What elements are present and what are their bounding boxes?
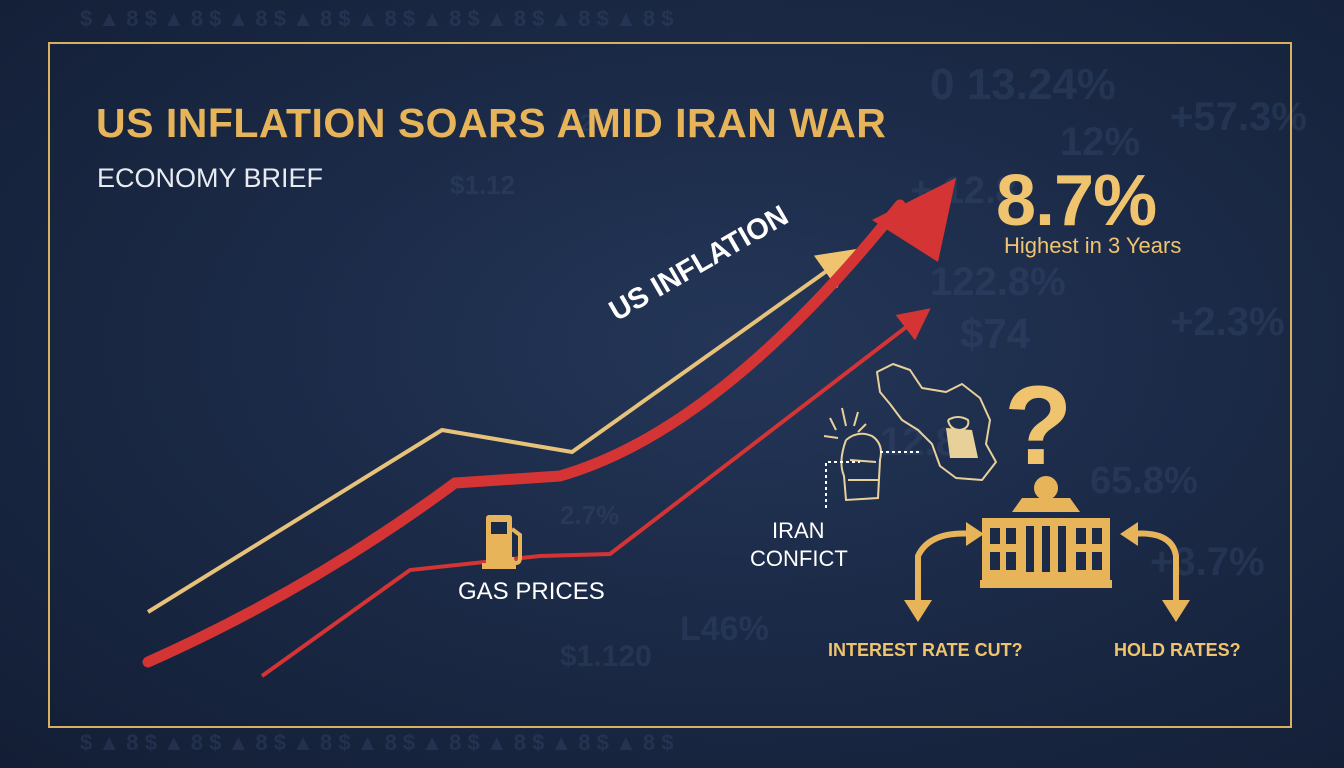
iran-conflict-label-line1: IRAN [772,518,825,543]
rate-cut-label: INTEREST RATE CUT? [828,640,1023,660]
iran-conflict-label-line2: CONFICT [750,546,848,571]
hold-rates-label: HOLD RATES? [1114,640,1241,660]
explosion-icon [823,407,882,502]
curved-arrow-left-icon [904,522,984,622]
gas-pump-icon [482,515,522,569]
red-arrow-head [872,178,956,262]
gold-trend-line [146,248,859,614]
gold-frame [48,42,1292,728]
gas-prices-label: GAS PRICES [458,578,605,605]
page-subtitle: ECONOMY BRIEF [97,163,324,193]
central-bank-icon [980,476,1112,588]
page-title: US INFLATION SOARS AMID IRAN WAR [96,100,887,146]
curved-arrow-right-icon [1120,522,1190,622]
iran-map-icon [876,363,997,481]
dotted-connector [825,451,920,508]
thin-red-trend-line [260,308,931,678]
question-mark-icon: ? [1004,363,1073,488]
thick-red-inflation-arrow [142,199,906,668]
inflation-rate-value: 8.7% [996,161,1157,241]
inflation-rate-note: Highest in 3 Years [1004,233,1182,258]
